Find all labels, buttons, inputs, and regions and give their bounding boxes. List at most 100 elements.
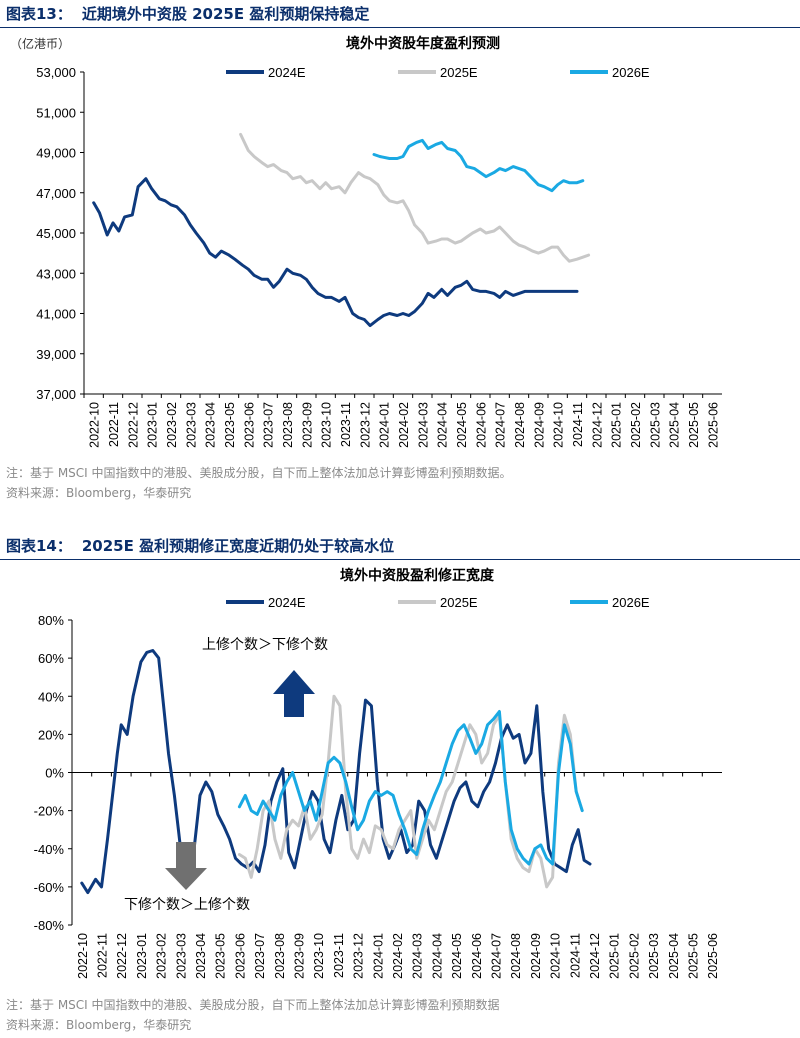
figure2-caption: 图表14： 2025E 盈利预期修正宽度近期仍处于较高水位: [6, 534, 794, 558]
chart1: 境外中资股年度盈利预测 （亿港币） 2024E 2025E 2026E 37,000 39,…: [10, 35, 722, 448]
x-tick-label: 2023-05: [214, 933, 228, 979]
up-arrow-icon: [273, 670, 315, 717]
x-tick-label: 2023-08: [281, 402, 295, 448]
y-tick-label: 49,000: [36, 146, 76, 161]
x-tick-label: 2024-01: [371, 933, 385, 979]
y-tick-label: -40%: [34, 842, 65, 857]
series-line-2026E: [237, 710, 584, 866]
x-tick-label: 2023-02: [155, 933, 169, 979]
x-tick-label: 2024-11: [571, 402, 585, 447]
x-tick-label: 2023-03: [174, 933, 188, 979]
y-tick-label: 37,000: [36, 387, 76, 402]
x-tick-label: 2024-04: [430, 933, 444, 979]
x-tick-label: 2024-09: [532, 402, 546, 448]
chart-title: 境外中资股年度盈利预测: [346, 35, 500, 51]
x-tick-label: 2025-01: [608, 933, 622, 979]
x-tick-label: 2024-09: [529, 933, 543, 979]
x-tick-label: 2023-10: [320, 402, 334, 448]
x-tick-label: 2023-06: [233, 933, 247, 979]
figure2-rule: [0, 559, 800, 560]
legend-label: 2025E: [440, 65, 478, 80]
down-arrow-icon: [165, 842, 207, 890]
figure2-caption-text: 2025E 盈利预期修正宽度近期仍处于较高水位: [81, 537, 395, 555]
y-axis-label: （亿港币）: [10, 36, 70, 51]
x-tick-label: 2023-12: [352, 933, 366, 979]
y-tick-label: 20%: [38, 727, 64, 742]
x-tick-label: 2022-11: [107, 402, 121, 447]
series-line-2024E: [92, 177, 579, 328]
series-line-2025E: [239, 132, 591, 263]
legend-label: 2025E: [440, 595, 478, 610]
y-tick-label: 40%: [38, 689, 64, 704]
y-tick-label: 41,000: [36, 307, 76, 322]
x-tick-label: 2024-11: [568, 933, 582, 978]
x-tick-label: 2023-11: [332, 933, 346, 978]
y-tick-label: -20%: [34, 804, 65, 819]
x-tick-label: 2022-12: [126, 402, 140, 448]
x-tick-label: 2024-01: [378, 402, 392, 448]
series-line-2025E: [237, 694, 584, 889]
x-tick-label: 2024-07: [489, 933, 503, 979]
series-line-2026E: [372, 138, 585, 193]
x-tick-label: 2025-02: [627, 933, 641, 979]
x-tick-label: 2023-05: [223, 402, 237, 448]
y-tick-label: 60%: [38, 651, 64, 666]
x-tick-label: 2023-07: [262, 402, 276, 448]
x-tick-label: 2022-11: [96, 933, 110, 978]
x-tick-label: 2024-03: [411, 933, 425, 979]
x-tick-label: 2024-05: [450, 933, 464, 979]
y-tick-label: 0%: [45, 766, 64, 781]
x-tick-label: 2022-10: [76, 933, 90, 979]
y-tick-label: 39,000: [36, 347, 76, 362]
legend-label: 2024E: [268, 65, 306, 80]
x-tick-label: 2025-06: [706, 402, 720, 448]
legend-label: 2026E: [612, 65, 650, 80]
x-tick-label: 2023-11: [339, 402, 353, 447]
legend-label: 2026E: [612, 595, 650, 610]
y-tick-label: 51,000: [36, 105, 76, 120]
y-tick-label: 47,000: [36, 186, 76, 201]
x-tick-label: 2025-06: [706, 933, 720, 979]
x-tick-label: 2025-04: [667, 933, 681, 979]
x-tick-label: 2024-06: [474, 402, 488, 448]
y-tick-label: -80%: [34, 918, 65, 933]
y-tick-label: 43,000: [36, 266, 76, 281]
x-tick-label: 2025-03: [648, 402, 662, 448]
x-tick-label: 2023-06: [242, 402, 256, 448]
figure2-label: 图表14：: [6, 537, 72, 555]
series-line-2024E: [80, 649, 592, 895]
x-tick-label: 2023-07: [253, 933, 267, 979]
x-tick-label: 2024-12: [588, 933, 602, 979]
x-tick-label: 2025-04: [668, 402, 682, 448]
figure1-caption-text: 近期境外中资股 2025E 盈利预期保持稳定: [81, 5, 370, 23]
legend-label: 2024E: [268, 595, 306, 610]
y-tick-label: -60%: [34, 880, 65, 895]
x-tick-label: 2024-02: [391, 933, 405, 979]
x-tick-label: 2024-05: [455, 402, 469, 448]
y-tick-label: 45,000: [36, 226, 76, 241]
x-tick-label: 2024-04: [436, 402, 450, 448]
annotation-downgrade: 下修个数＞上修个数: [124, 896, 250, 912]
x-tick-label: 2024-12: [590, 402, 604, 448]
x-tick-label: 2023-12: [358, 402, 372, 448]
x-tick-label: 2023-09: [300, 402, 314, 448]
x-tick-label: 2023-04: [194, 933, 208, 979]
x-tick-label: 2024-10: [552, 402, 566, 448]
figure1-source: 资料来源：Bloomberg，华泰研究: [6, 486, 192, 500]
x-tick-label: 2023-08: [273, 933, 287, 979]
x-tick-label: 2024-06: [470, 933, 484, 979]
x-tick-label: 2025-03: [647, 933, 661, 979]
x-tick-label: 2023-04: [204, 402, 218, 448]
x-tick-label: 2023-01: [146, 402, 160, 448]
x-tick-label: 2023-01: [135, 933, 149, 979]
x-tick-label: 2023-10: [312, 933, 326, 979]
figure2-note: 注：基于 MSCI 中国指数中的港股、美股成分股，自下而上整体法加总计算彭博盈利…: [6, 998, 500, 1012]
chart-title: 境外中资股盈利修正宽度: [340, 567, 495, 583]
x-tick-label: 2025-05: [686, 933, 700, 979]
figure1-rule: [0, 27, 800, 28]
x-tick-label: 2023-09: [293, 933, 307, 979]
x-tick-label: 2025-02: [629, 402, 643, 448]
annotation-upgrade: 上修个数＞下修个数: [202, 636, 328, 652]
figure1-label: 图表13：: [6, 5, 72, 23]
figure2-source: 资料来源：Bloomberg，华泰研究: [6, 1018, 192, 1032]
